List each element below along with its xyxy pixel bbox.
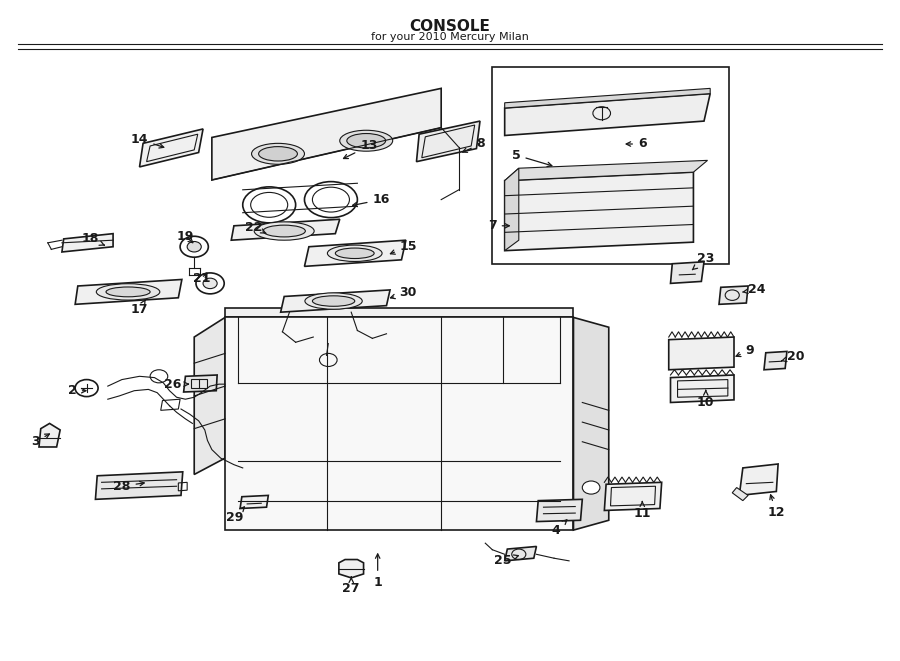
Ellipse shape: [336, 248, 374, 258]
Polygon shape: [739, 464, 778, 495]
Text: 22: 22: [246, 221, 266, 233]
Text: 27: 27: [343, 577, 360, 596]
Text: 28: 28: [113, 480, 144, 492]
Polygon shape: [505, 547, 536, 561]
Text: 30: 30: [391, 286, 417, 299]
Text: 8: 8: [463, 137, 485, 152]
Polygon shape: [184, 375, 217, 392]
Polygon shape: [669, 337, 734, 369]
Circle shape: [582, 481, 600, 494]
Ellipse shape: [305, 293, 362, 309]
Text: 19: 19: [176, 230, 194, 243]
Polygon shape: [764, 352, 787, 369]
Text: 13: 13: [344, 139, 377, 159]
Polygon shape: [95, 472, 183, 499]
Ellipse shape: [328, 245, 382, 262]
Text: for your 2010 Mercury Milan: for your 2010 Mercury Milan: [371, 32, 529, 42]
Text: 11: 11: [634, 502, 651, 520]
Text: 15: 15: [391, 240, 418, 254]
Ellipse shape: [96, 284, 160, 300]
Polygon shape: [505, 161, 707, 180]
Text: 7: 7: [488, 219, 509, 232]
Polygon shape: [573, 317, 608, 530]
Text: 21: 21: [193, 272, 210, 285]
Polygon shape: [225, 307, 573, 317]
Ellipse shape: [258, 147, 297, 161]
Text: 16: 16: [353, 193, 390, 207]
Text: 6: 6: [626, 137, 646, 151]
Text: 10: 10: [697, 390, 715, 409]
Text: 5: 5: [512, 149, 552, 167]
Text: 20: 20: [781, 350, 805, 363]
Text: 9: 9: [736, 344, 754, 357]
Text: 17: 17: [130, 300, 148, 316]
Polygon shape: [75, 280, 182, 304]
Text: 4: 4: [552, 520, 567, 537]
Text: 25: 25: [494, 555, 518, 567]
Circle shape: [203, 278, 217, 289]
Polygon shape: [231, 219, 340, 240]
Ellipse shape: [263, 225, 305, 237]
Polygon shape: [240, 495, 268, 508]
Polygon shape: [339, 559, 364, 578]
Polygon shape: [212, 89, 441, 180]
Polygon shape: [304, 240, 406, 266]
Text: 26: 26: [165, 377, 188, 391]
Ellipse shape: [340, 130, 392, 151]
Polygon shape: [225, 317, 573, 530]
Polygon shape: [140, 129, 203, 167]
Text: 18: 18: [82, 233, 104, 245]
Polygon shape: [505, 168, 518, 251]
Ellipse shape: [251, 143, 304, 165]
Text: CONSOLE: CONSOLE: [410, 19, 490, 34]
Polygon shape: [536, 499, 582, 522]
Text: 2: 2: [68, 384, 86, 397]
Polygon shape: [62, 233, 113, 252]
Polygon shape: [505, 89, 710, 108]
Polygon shape: [670, 262, 704, 284]
Polygon shape: [281, 290, 390, 312]
Ellipse shape: [312, 296, 355, 306]
Bar: [492, 67, 729, 264]
Circle shape: [187, 241, 202, 252]
Polygon shape: [670, 375, 734, 403]
Ellipse shape: [254, 222, 314, 240]
Text: 24: 24: [742, 284, 766, 296]
Polygon shape: [505, 94, 710, 136]
Ellipse shape: [106, 287, 150, 297]
Text: 12: 12: [768, 495, 785, 519]
Polygon shape: [605, 483, 662, 510]
Polygon shape: [505, 172, 693, 251]
Polygon shape: [194, 317, 225, 475]
Text: 23: 23: [692, 252, 715, 270]
Text: 1: 1: [374, 554, 382, 589]
Text: 14: 14: [130, 133, 164, 148]
Polygon shape: [39, 424, 60, 447]
Ellipse shape: [346, 134, 385, 148]
Polygon shape: [417, 121, 480, 162]
Polygon shape: [733, 488, 748, 500]
Polygon shape: [719, 286, 748, 304]
Text: 29: 29: [226, 507, 245, 524]
Text: 3: 3: [32, 434, 50, 448]
